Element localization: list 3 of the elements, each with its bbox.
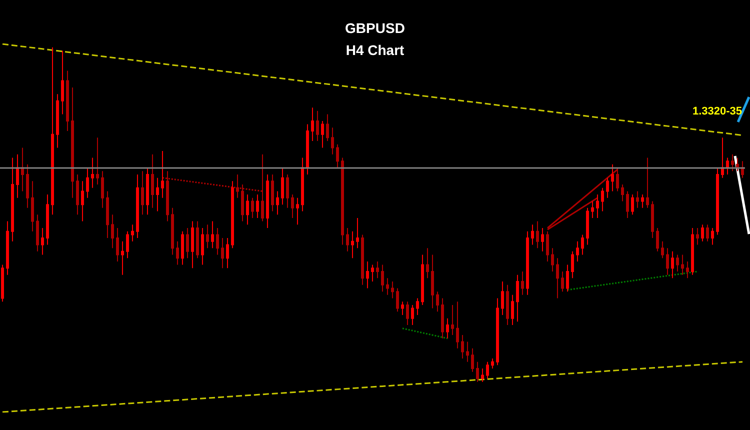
annotation: 1.3320-35 (692, 106, 742, 118)
chart-title: GBPUSD (345, 20, 405, 36)
chart-subtitle: H4 Chart (346, 42, 405, 58)
